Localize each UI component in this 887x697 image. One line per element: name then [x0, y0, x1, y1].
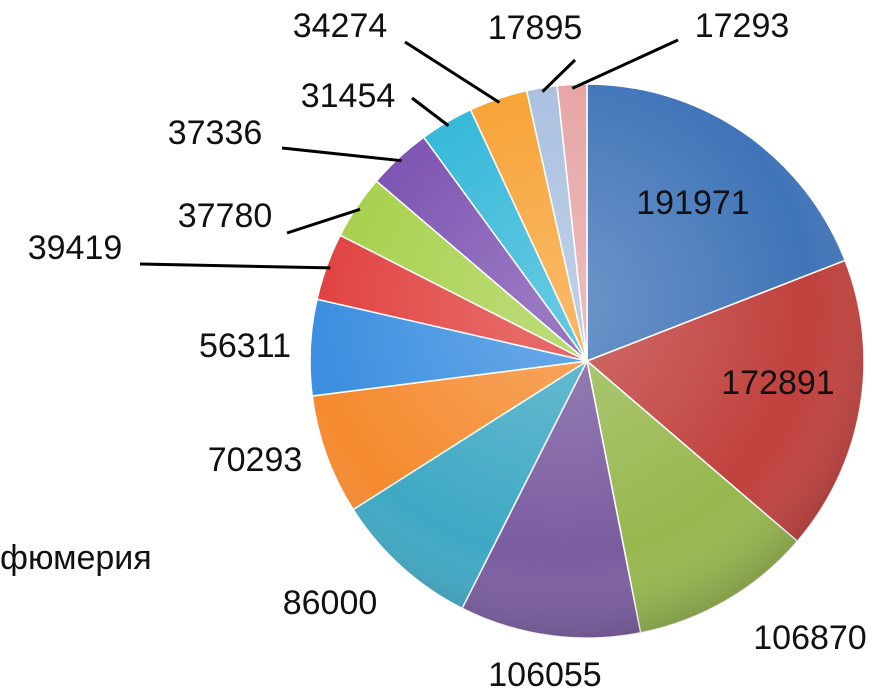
leader-line	[404, 40, 501, 104]
data-label: 106870	[753, 619, 866, 657]
leader-line	[411, 96, 450, 127]
data-label: 86000	[283, 584, 378, 622]
data-label: 17293	[695, 7, 790, 45]
data-label: 56311	[199, 327, 291, 365]
data-label: 31454	[301, 77, 396, 115]
data-label: 172891	[721, 364, 834, 402]
data-label: 37336	[168, 114, 263, 152]
data-label: 37780	[178, 197, 273, 235]
legend-fragment: фюмерия	[0, 539, 152, 577]
data-label: 191971	[636, 184, 749, 222]
leader-line	[139, 262, 331, 270]
data-label: 17895	[488, 9, 583, 47]
data-label: 34274	[293, 7, 388, 45]
leader-line	[281, 146, 402, 163]
data-label: 106055	[488, 656, 601, 694]
data-label: 39419	[28, 229, 123, 267]
data-label: 70293	[208, 441, 303, 479]
leader-line	[571, 38, 679, 90]
